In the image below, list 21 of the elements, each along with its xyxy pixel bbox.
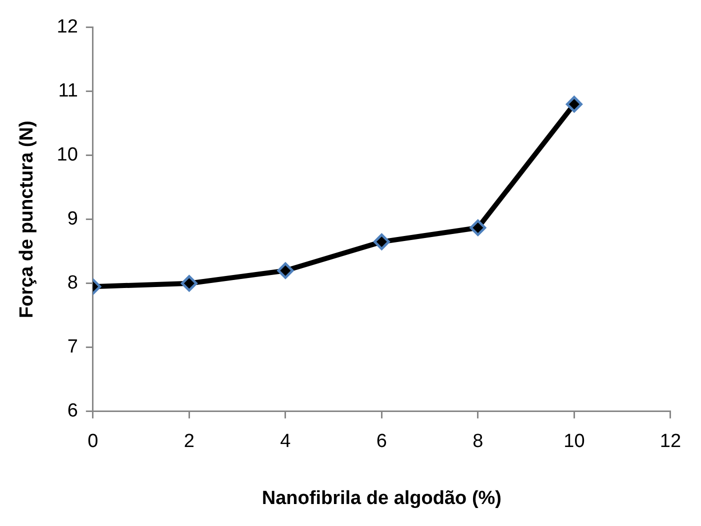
point <box>470 219 486 236</box>
x-tick-label: 2 <box>184 431 194 452</box>
y-tick-label: 12 <box>56 16 78 38</box>
y-tick-label: 6 <box>67 400 78 422</box>
x-tick-label: 12 <box>660 431 682 452</box>
y-tick-label: 10 <box>56 144 78 166</box>
y-tick-label: 9 <box>67 208 78 230</box>
x-tick-label: 4 <box>280 431 292 452</box>
y-tick-label: 11 <box>58 80 78 102</box>
x-tick-label: 10 <box>564 431 585 452</box>
point <box>566 96 582 112</box>
y-axis-title: Força de punctura (N) <box>16 120 38 318</box>
point <box>277 262 294 279</box>
x-tick-label: 8 <box>472 431 484 452</box>
x-axis-title: Nanofibrila de algodão (%) <box>262 488 502 509</box>
point <box>373 234 390 250</box>
y-tick-label: 8 <box>67 272 78 294</box>
x-tick-label: 0 <box>88 431 98 452</box>
point <box>180 275 198 292</box>
y-tick-label: 7 <box>67 336 78 358</box>
x-tick-label: 6 <box>376 431 387 452</box>
